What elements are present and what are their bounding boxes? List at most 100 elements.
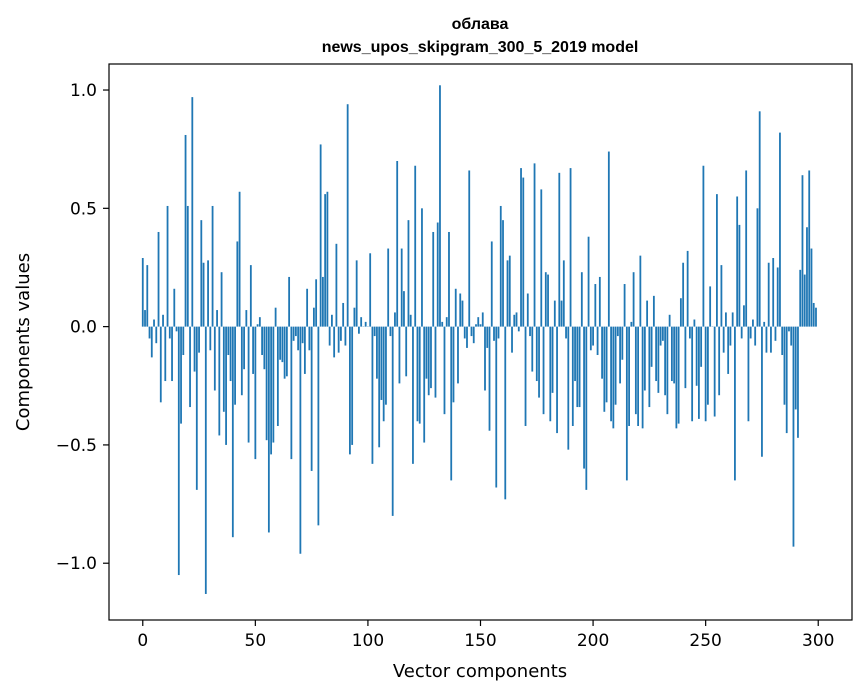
bar-71 (301, 326, 304, 344)
bar-132 (439, 85, 441, 327)
bar-282 (776, 267, 779, 327)
bar-134 (443, 326, 446, 415)
chart-title: облава news_upos_skipgram_300_5_2019 mod… (322, 16, 639, 56)
bar-9 (162, 314, 164, 327)
bar-120 (412, 326, 414, 464)
y-axis-label: Components values (13, 253, 34, 431)
bar-106 (380, 326, 383, 400)
plot-frame (108, 63, 853, 621)
bar-245 (693, 319, 696, 327)
bar-285 (783, 326, 786, 405)
bar-2 (146, 265, 149, 327)
bar-95 (355, 260, 358, 327)
bar-168 (520, 168, 522, 327)
bar-242 (686, 250, 689, 327)
bar-216 (628, 326, 630, 426)
bar-33 (216, 310, 218, 327)
bar-114 (398, 326, 401, 384)
bar-226 (650, 326, 653, 367)
bar-110 (389, 326, 392, 337)
bar-174 (533, 163, 536, 327)
bar-259 (725, 312, 727, 327)
bar-183 (553, 300, 556, 327)
bar-221 (639, 255, 642, 327)
bar-207 (607, 151, 610, 327)
bar-44 (240, 326, 243, 396)
bar-255 (716, 194, 718, 327)
bar-38 (227, 326, 230, 356)
bar-35 (220, 272, 223, 327)
bar-14 (173, 288, 176, 327)
bar-204 (601, 326, 603, 379)
bar-7 (157, 231, 160, 327)
bar-283 (779, 132, 781, 327)
bar-147 (472, 326, 475, 344)
bar-141 (459, 293, 462, 327)
bar-208 (610, 326, 612, 422)
bar-155 (490, 241, 493, 327)
bar-243 (688, 326, 691, 339)
bar-25 (198, 326, 200, 353)
bar-267 (743, 305, 745, 327)
y-tick-label: 1.0 (70, 81, 97, 101)
bar-230 (659, 326, 662, 346)
bar-148 (475, 324, 477, 327)
bar-45 (243, 326, 245, 370)
bar-269 (747, 326, 750, 422)
bar-67 (292, 326, 295, 341)
bar-11 (166, 205, 169, 327)
bar-75 (310, 326, 313, 471)
bar-96 (358, 326, 360, 334)
x-axis-label: Vector components (393, 661, 567, 682)
bar-284 (781, 326, 784, 356)
x-tick-label: 50 (245, 631, 267, 651)
bar-131 (436, 222, 439, 327)
bar-192 (574, 326, 576, 382)
bar-227 (652, 295, 655, 327)
bar-239 (679, 298, 682, 327)
bar-62 (281, 326, 284, 363)
bar-94 (353, 307, 356, 327)
bar-177 (540, 189, 543, 327)
bar-26 (200, 220, 203, 327)
bar-124 (421, 208, 423, 327)
bar-160 (502, 220, 504, 327)
bar-195 (580, 272, 583, 327)
bar-70 (299, 326, 302, 554)
bar-149 (477, 317, 480, 327)
bar-139 (454, 288, 457, 327)
bar-229 (657, 326, 660, 393)
bar-57 (270, 326, 273, 455)
bar-153 (486, 326, 489, 348)
bar-156 (493, 326, 495, 341)
bar-121 (414, 165, 417, 327)
bar-270 (749, 326, 752, 339)
bar-99 (364, 321, 367, 327)
bar-176 (538, 326, 540, 398)
bar-37 (225, 326, 227, 445)
bar-63 (283, 326, 286, 379)
bar-163 (508, 255, 511, 327)
bar-286 (785, 326, 788, 434)
bar-104 (376, 326, 378, 379)
bar-91 (346, 104, 349, 327)
bar-164 (511, 326, 513, 353)
bar-116 (403, 291, 405, 327)
bar-50 (254, 326, 257, 460)
bar-180 (547, 274, 549, 327)
bar-179 (544, 272, 547, 327)
y-tick-label: −0.5 (56, 436, 97, 456)
bar-118 (407, 220, 410, 327)
bar-78 (317, 326, 320, 526)
chart-title-line2: news_upos_skipgram_300_5_2019 model (322, 39, 639, 56)
bar-299 (815, 307, 817, 327)
bar-237 (675, 326, 678, 429)
bar-127 (427, 326, 430, 396)
bar-234 (668, 314, 671, 327)
bar-19 (184, 134, 187, 327)
y-tick-label: −1.0 (56, 554, 97, 574)
bar-266 (740, 326, 743, 339)
bar-182 (551, 326, 554, 393)
bar-278 (767, 262, 770, 327)
bar-140 (457, 326, 459, 384)
